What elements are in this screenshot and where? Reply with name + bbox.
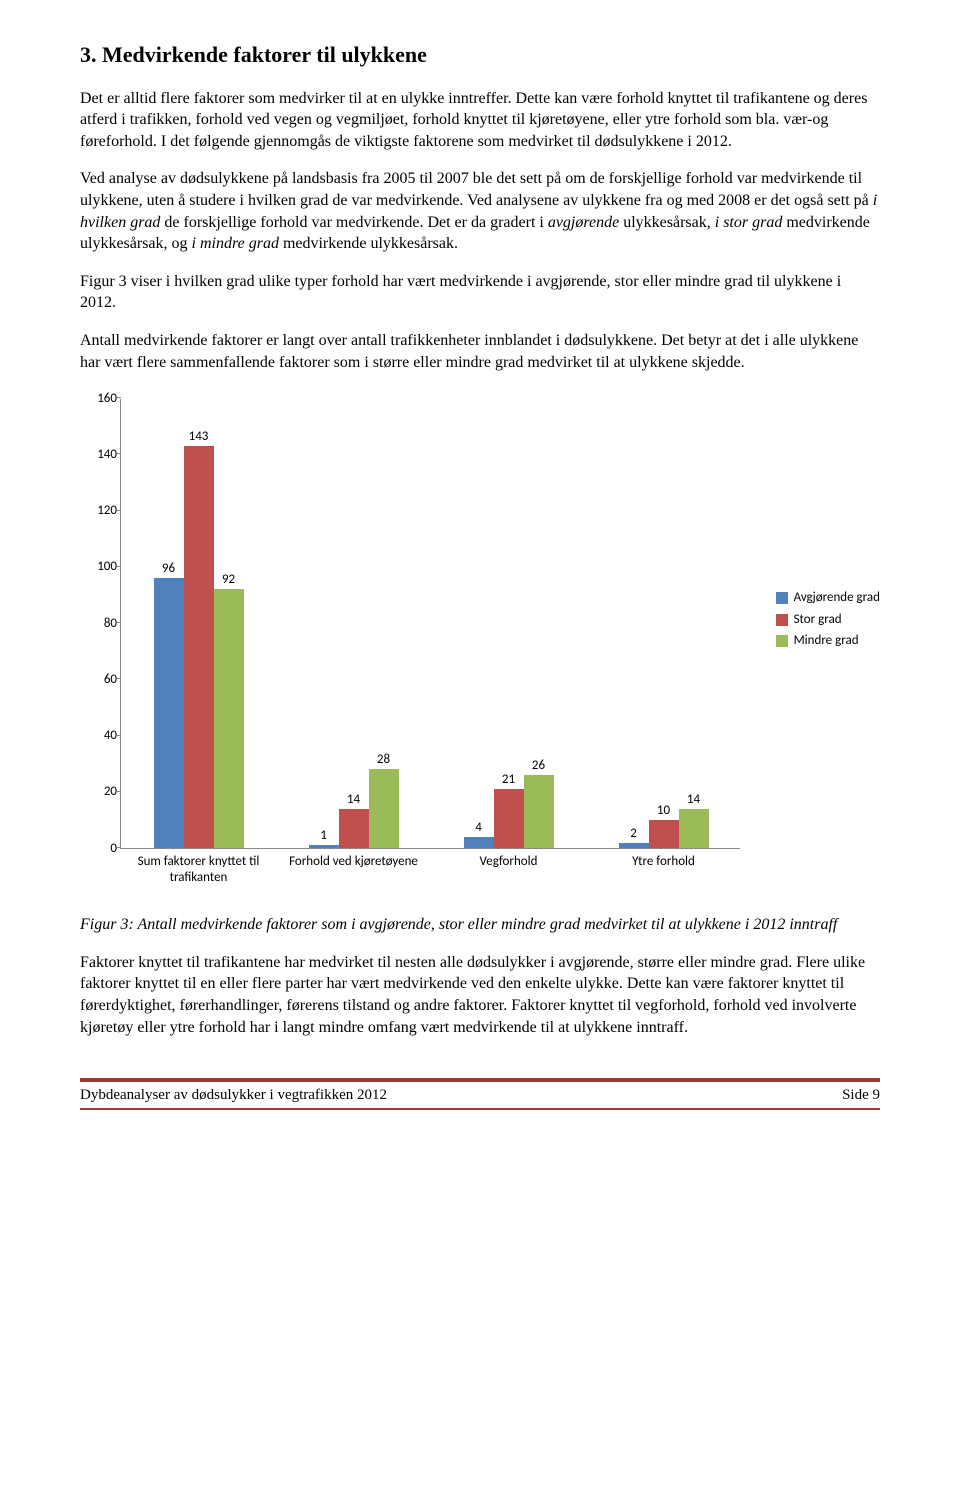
bar-group: 42126 [464, 775, 554, 848]
bar-value-label: 2 [619, 825, 649, 843]
bar: 26 [524, 775, 554, 848]
y-tick-label: 40 [89, 727, 117, 745]
bar-group: 9614392 [154, 446, 244, 848]
y-tick-label: 20 [89, 783, 117, 801]
p2-text-i: medvirkende ulykkesårsak. [279, 235, 458, 252]
p2-text-e: ulykkesårsak, [619, 214, 715, 231]
bar: 92 [214, 589, 244, 848]
bar-value-label: 14 [679, 791, 709, 809]
y-tick-label: 160 [89, 389, 117, 407]
bar: 96 [154, 578, 184, 848]
legend-swatch [776, 614, 788, 626]
y-tick-mark [117, 791, 121, 792]
paragraph-4: Antall medvirkende faktorer er langt ove… [80, 330, 880, 373]
bar: 14 [339, 809, 369, 848]
y-tick-label: 140 [89, 446, 117, 464]
bar-value-label: 26 [524, 757, 554, 775]
page-footer: Dybdeanalyser av dødsulykker i vegtrafik… [80, 1078, 880, 1110]
bar-value-label: 92 [214, 571, 244, 589]
y-tick-mark [117, 847, 121, 848]
x-axis-label: Ytre forhold [599, 848, 729, 870]
paragraph-2: Ved analyse av dødsulykkene på landsbasi… [80, 168, 880, 254]
y-tick-mark [117, 453, 121, 454]
y-tick-label: 100 [89, 558, 117, 576]
section-heading: 3. Medvirkende faktorer til ulykkene [80, 40, 880, 70]
bar: 143 [184, 446, 214, 848]
y-tick-mark [117, 510, 121, 511]
footer-page: Side 9 [842, 1085, 880, 1105]
p2-text-h: i mindre grad [192, 235, 279, 252]
bar-value-label: 28 [369, 751, 399, 769]
bar-value-label: 143 [184, 428, 214, 446]
bar-group: 21014 [619, 809, 709, 848]
y-tick-mark [117, 397, 121, 398]
paragraph-5: Faktorer knyttet til trafikantene har me… [80, 952, 880, 1038]
bar: 14 [679, 809, 709, 848]
y-tick-label: 80 [89, 614, 117, 632]
p2-text-c: de forskjellige forhold var medvirkende.… [160, 214, 547, 231]
bar-value-label: 14 [339, 791, 369, 809]
x-axis-label: Vegforhold [444, 848, 574, 870]
x-axis-label: Sum faktorer knyttet til trafikanten [134, 848, 264, 885]
y-tick-label: 60 [89, 671, 117, 689]
y-tick-mark [117, 735, 121, 736]
bar: 28 [369, 769, 399, 848]
bar-value-label: 96 [154, 560, 184, 578]
legend-item: Avgjørende grad [776, 589, 880, 607]
bar-group: 11428 [309, 769, 399, 848]
bar: 4 [464, 837, 494, 848]
bar-value-label: 1 [309, 827, 339, 845]
y-tick-mark [117, 622, 121, 623]
x-axis-label: Forhold ved kjøretøyene [289, 848, 419, 870]
y-tick-mark [117, 678, 121, 679]
y-tick-label: 0 [89, 839, 117, 857]
bar-value-label: 10 [649, 802, 679, 820]
bar-value-label: 21 [494, 771, 524, 789]
legend-label: Stor grad [794, 611, 842, 629]
p2-text-d: avgjørende [548, 214, 619, 231]
legend-swatch [776, 635, 788, 647]
legend-label: Mindre grad [794, 632, 859, 650]
paragraph-3: Figur 3 viser i hvilken grad ulike typer… [80, 271, 880, 314]
chart-figure-3: 0204060801001201401609614392Sum faktorer… [80, 389, 880, 909]
bar: 21 [494, 789, 524, 848]
legend-item: Mindre grad [776, 632, 880, 650]
chart-plot-area: 0204060801001201401609614392Sum faktorer… [120, 399, 740, 849]
y-tick-mark [117, 566, 121, 567]
bar-value-label: 4 [464, 819, 494, 837]
bar: 10 [649, 820, 679, 848]
p2-text-f: i stor grad [715, 214, 783, 231]
footer-title: Dybdeanalyser av dødsulykker i vegtrafik… [80, 1085, 387, 1105]
y-tick-label: 120 [89, 502, 117, 520]
chart-legend: Avgjørende grad Stor grad Mindre grad [776, 589, 880, 654]
legend-swatch [776, 592, 788, 604]
paragraph-1: Det er alltid flere faktorer som medvirk… [80, 88, 880, 153]
legend-item: Stor grad [776, 611, 880, 629]
legend-label: Avgjørende grad [794, 589, 880, 607]
figure-3-caption: Figur 3: Antall medvirkende faktorer som… [80, 914, 880, 936]
p2-text-a: Ved analyse av dødsulykkene på landsbasi… [80, 170, 873, 209]
